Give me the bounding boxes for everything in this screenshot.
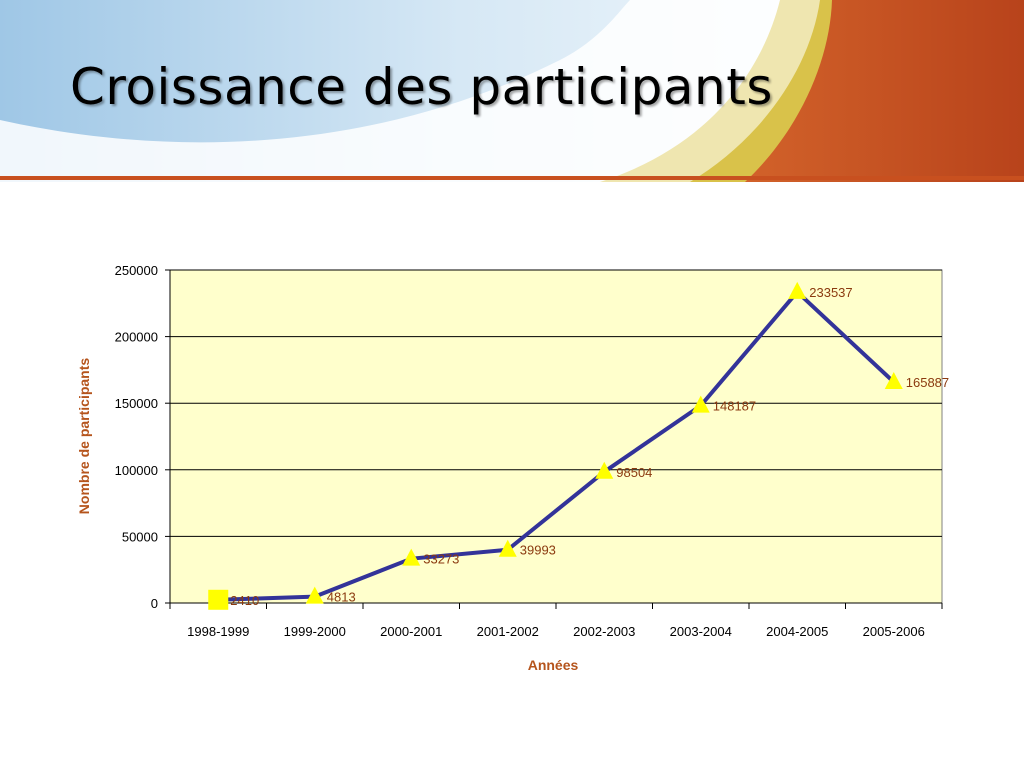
plot-area (169, 269, 943, 604)
y-tick-label: 200000 (115, 330, 158, 345)
y-tick-label: 0 (151, 596, 158, 611)
gridlines (170, 269, 942, 537)
data-marker (788, 281, 807, 299)
x-tick-label: 1999-2000 (284, 624, 346, 639)
y-axis-title: Nombre de participants (76, 358, 92, 515)
data-label: 98504 (616, 465, 652, 480)
data-label: 33273 (423, 552, 459, 567)
data-label: 2410 (230, 593, 259, 608)
data-label: 39993 (520, 543, 556, 558)
series-line (218, 289, 896, 602)
x-tick-label: 1998-1999 (187, 624, 249, 639)
data-marker (305, 586, 324, 604)
data-marker (595, 461, 614, 479)
data-labels: 2410 4813 33273 39993 98504 148187 233537 16588… (230, 285, 949, 608)
slide-header-background (0, 0, 1024, 182)
y-axis-ticks: 0 50000 100000 150000 200000 250000 (115, 263, 170, 611)
x-tick-label: 2000-2001 (380, 624, 442, 639)
data-marker (208, 589, 229, 610)
data-marker (884, 372, 903, 390)
y-tick-label: 150000 (115, 396, 158, 411)
data-marker (498, 539, 517, 557)
x-tick-label: 2001-2002 (477, 624, 539, 639)
data-label: 233537 (809, 285, 852, 300)
data-marker (691, 395, 710, 413)
data-label: 165887 (906, 375, 949, 390)
x-axis-ticks: 1998-1999 1999-2000 2000-2001 2001-2002 2002… (169, 603, 943, 639)
x-tick-label: 2003-2004 (670, 624, 732, 639)
y-tick-label: 250000 (115, 263, 158, 278)
data-label: 4813 (327, 590, 356, 605)
x-axis-title: Années (528, 657, 579, 673)
x-tick-label: 2004-2005 (766, 624, 828, 639)
x-tick-label: 2005-2006 (863, 624, 925, 639)
data-markers (208, 281, 903, 610)
y-tick-label: 50000 (122, 529, 158, 544)
data-marker (402, 548, 421, 566)
slide-title: Croissance des participants (70, 58, 773, 116)
data-label: 148187 (713, 399, 756, 414)
x-tick-label: 2002-2003 (573, 624, 635, 639)
y-tick-label: 100000 (115, 463, 158, 478)
